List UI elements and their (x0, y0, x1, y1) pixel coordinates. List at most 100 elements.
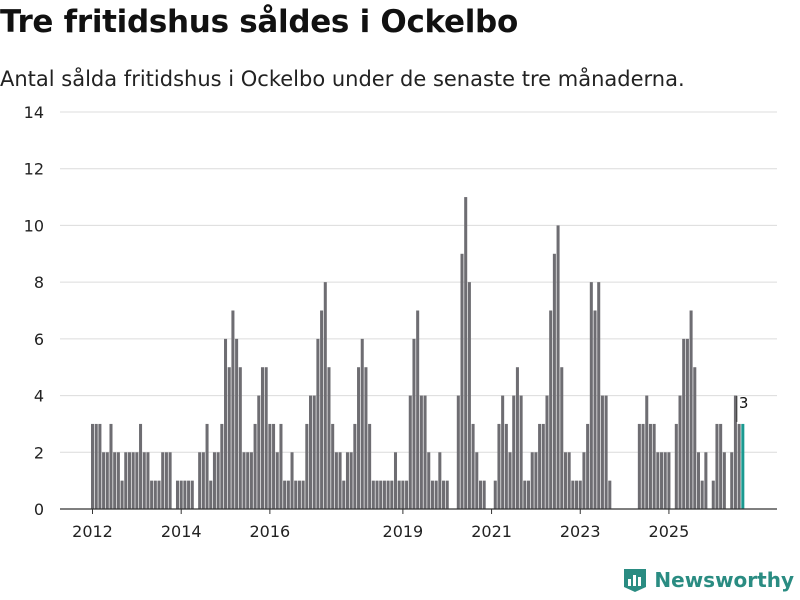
bar (648, 423, 652, 509)
x-tick-label: 2019 (383, 522, 424, 541)
bar (382, 480, 386, 509)
bar (353, 423, 357, 509)
bar (357, 367, 361, 509)
bar (257, 395, 261, 509)
bar (183, 480, 187, 509)
bar (164, 452, 168, 509)
data-label: 3 (739, 394, 749, 412)
bar (153, 480, 157, 509)
bar (604, 395, 608, 509)
bar (508, 452, 512, 509)
bar (471, 423, 475, 509)
bar (224, 338, 228, 509)
bar (201, 452, 205, 509)
bar (405, 480, 409, 509)
bar (146, 452, 150, 509)
bar (327, 367, 331, 509)
bar (497, 423, 501, 509)
bar (549, 310, 553, 509)
bar (501, 395, 505, 509)
bar (482, 480, 486, 509)
bar (682, 338, 686, 509)
bar (139, 423, 143, 509)
bar (157, 480, 161, 509)
bar (556, 225, 560, 509)
bar (312, 395, 316, 509)
bar (515, 367, 519, 509)
bar (575, 480, 579, 509)
bar (375, 480, 379, 509)
bar (209, 480, 213, 509)
bar (464, 197, 468, 510)
bar (527, 480, 531, 509)
x-tick-label: 2023 (560, 522, 601, 541)
bar (656, 452, 660, 509)
bar (98, 423, 102, 509)
bar (523, 480, 527, 509)
chart-title: Tre fritidshus såldes i Ockelbo (0, 4, 518, 40)
y-tick-label: 12 (24, 160, 44, 179)
bar (715, 423, 719, 509)
bar (371, 480, 375, 509)
bar (294, 480, 298, 509)
bar (442, 480, 446, 509)
bar (105, 452, 109, 509)
bar (142, 452, 146, 509)
bar (168, 452, 172, 509)
bar (102, 452, 106, 509)
bar (711, 480, 715, 509)
bar (238, 367, 242, 509)
bar (286, 480, 290, 509)
bar (305, 423, 309, 509)
bar (534, 452, 538, 509)
bar (127, 452, 131, 509)
bar (512, 395, 516, 509)
bar-highlight (741, 423, 745, 509)
y-tick-label: 0 (34, 500, 44, 519)
bar (205, 423, 209, 509)
bar (334, 452, 338, 509)
newsworthy-label: Newsworthy (654, 568, 794, 592)
y-tick-label: 6 (34, 330, 44, 349)
newsworthy-brand[interactable]: Newsworthy (622, 567, 794, 593)
bar (246, 452, 250, 509)
bar (401, 480, 405, 509)
y-tick-label: 14 (24, 103, 44, 122)
bar (597, 282, 601, 509)
bar (552, 253, 556, 509)
bar (467, 282, 471, 509)
bar (124, 452, 128, 509)
bar (216, 452, 220, 509)
bar (397, 480, 401, 509)
y-tick-label: 8 (34, 273, 44, 292)
bar (113, 452, 117, 509)
bar (231, 310, 235, 509)
bar (131, 452, 135, 509)
bar (478, 480, 482, 509)
bar (161, 452, 165, 509)
bar (390, 480, 394, 509)
bar (301, 480, 305, 509)
bar (275, 452, 279, 509)
bar (586, 423, 590, 509)
bar (135, 452, 139, 509)
bar (416, 310, 420, 509)
bar (693, 367, 697, 509)
x-tick-label: 2021 (471, 522, 512, 541)
bar (530, 452, 534, 509)
bar (456, 395, 460, 509)
bar (331, 423, 335, 509)
bar (297, 480, 301, 509)
bar (737, 423, 741, 509)
bar (430, 480, 434, 509)
bar (637, 423, 641, 509)
bar (563, 452, 567, 509)
bar (227, 367, 231, 509)
bar (368, 423, 372, 509)
bar (578, 480, 582, 509)
bar (704, 452, 708, 509)
x-tick-label: 2012 (72, 522, 113, 541)
x-tick-label: 2025 (649, 522, 690, 541)
bar (674, 423, 678, 509)
bar (445, 480, 449, 509)
